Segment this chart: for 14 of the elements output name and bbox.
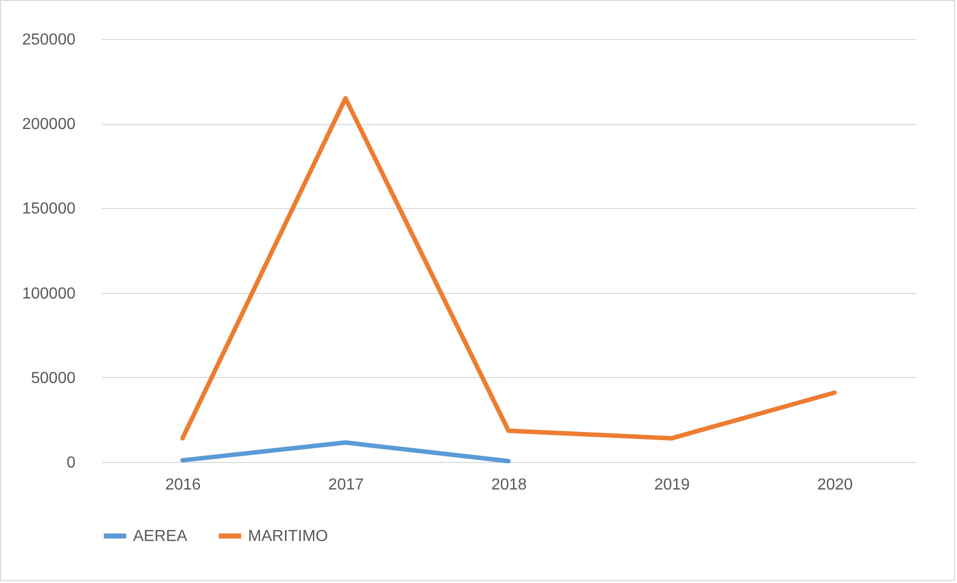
y-tick-label: 50000 — [31, 370, 76, 387]
y-tick-label: 150000 — [22, 200, 76, 218]
legend-label: AEREA — [133, 528, 188, 545]
line-series — [180, 96, 837, 441]
y-tick-label: 250000 — [22, 32, 76, 48]
x-tick-label: 2020 — [817, 476, 853, 494]
y-tick-label: 0 — [66, 454, 76, 472]
x-tick-label: 2019 — [654, 476, 690, 494]
y-tick-label: 100000 — [22, 285, 76, 302]
x-tick-label: 2016 — [165, 476, 201, 494]
y-tick-label: 200000 — [22, 116, 76, 134]
legend-label: MARITIMO — [248, 528, 328, 545]
x-tick-label: 2017 — [328, 476, 364, 494]
x-tick-label: 2018 — [491, 476, 527, 494]
